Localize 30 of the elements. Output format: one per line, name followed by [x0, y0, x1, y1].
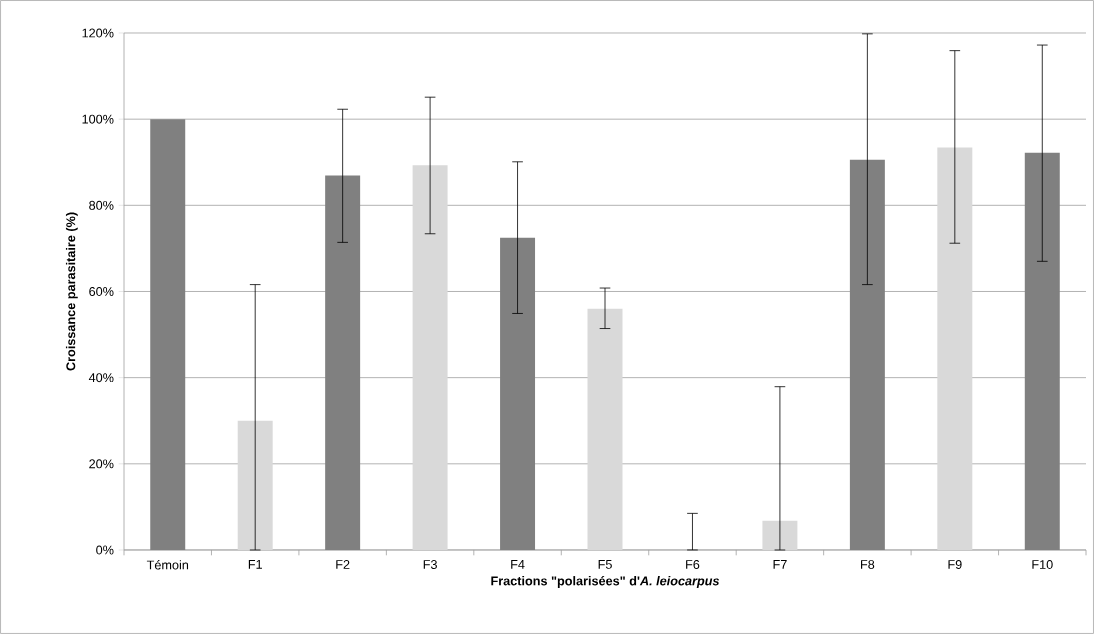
bar	[849, 159, 885, 550]
x-tick-label: F8	[861, 560, 875, 569]
x-tick-label: Témoin	[146, 560, 189, 570]
x-tick-label: F5	[598, 560, 612, 569]
x-tick-label: F2	[336, 560, 350, 569]
bar	[237, 420, 273, 550]
x-tick-label: F9	[948, 560, 962, 569]
bar	[587, 308, 623, 550]
y-tick-label: 40%	[88, 373, 114, 383]
x-tick-label: F6	[686, 560, 700, 569]
y-tick-label: 60%	[89, 287, 114, 296]
y-tick-label: 80%	[89, 200, 114, 210]
y-tick-label: 0%	[96, 545, 114, 555]
x-tick-label: F7	[773, 560, 787, 569]
x-tick-label: F1	[248, 560, 262, 569]
y-tick-label: 120%	[82, 28, 114, 38]
bar	[500, 237, 536, 550]
y-axis-title: Croissance parasitaire (%)	[65, 212, 78, 371]
bar	[412, 165, 448, 550]
bar	[762, 520, 798, 550]
x-tick-label: F10	[1032, 560, 1053, 569]
y-tick-label: 100%	[82, 114, 114, 124]
bar	[1024, 152, 1060, 550]
x-tick-label: F3	[423, 560, 437, 569]
x-axis-title: Fractions "polarisées" d'A. leiocarpus	[491, 575, 720, 588]
y-tick-label: 20%	[89, 459, 114, 469]
bar	[150, 119, 186, 550]
bar	[937, 147, 973, 550]
bar	[325, 175, 361, 550]
x-tick-label: F4	[511, 560, 525, 569]
